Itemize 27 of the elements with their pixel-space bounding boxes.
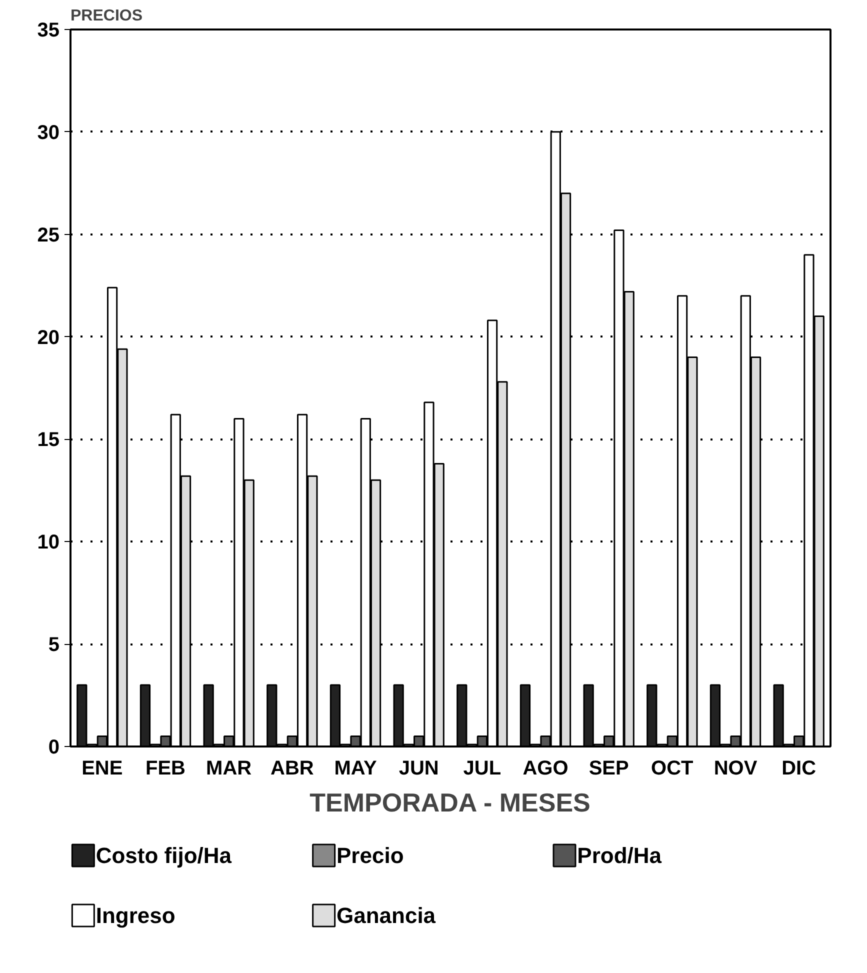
x-tick-label: JUL — [463, 758, 502, 780]
x-tick-label: JUN — [398, 758, 439, 780]
y-axis-title: PRECIOS — [70, 8, 143, 24]
legend-label: Ingreso — [96, 903, 176, 928]
legend-label: Prod/Ha — [577, 843, 662, 868]
y-tick-label: 15 — [37, 429, 60, 452]
y-tick-label: 20 — [37, 326, 60, 349]
legend-label: Precio — [336, 843, 404, 868]
y-tick-label: 10 — [37, 532, 60, 554]
y-tick-label: 5 — [48, 634, 60, 656]
x-tick-label: SEP — [588, 758, 629, 780]
x-tick-label: MAR — [206, 758, 252, 780]
x-tick-label: MAY — [334, 758, 378, 780]
x-tick-label: DIC — [782, 758, 816, 780]
x-tick-label: NOV — [714, 758, 758, 780]
y-tick-label: 30 — [37, 122, 60, 144]
x-tick-label: ENE — [82, 758, 123, 780]
y-tick-label: 35 — [37, 20, 60, 42]
legend-label: Ganancia — [336, 903, 436, 928]
x-tick-label: AGO — [522, 758, 568, 780]
x-tick-label: FEB — [146, 758, 186, 780]
x-tick-label: OCT — [651, 758, 694, 780]
y-tick-label: 0 — [48, 736, 60, 758]
x-tick-label: ABR — [270, 758, 314, 780]
legend-label: Costo fijo/Ha — [96, 843, 232, 868]
x-axis-title: TEMPORADA - MESES — [310, 788, 590, 818]
y-tick-label: 25 — [37, 224, 60, 246]
